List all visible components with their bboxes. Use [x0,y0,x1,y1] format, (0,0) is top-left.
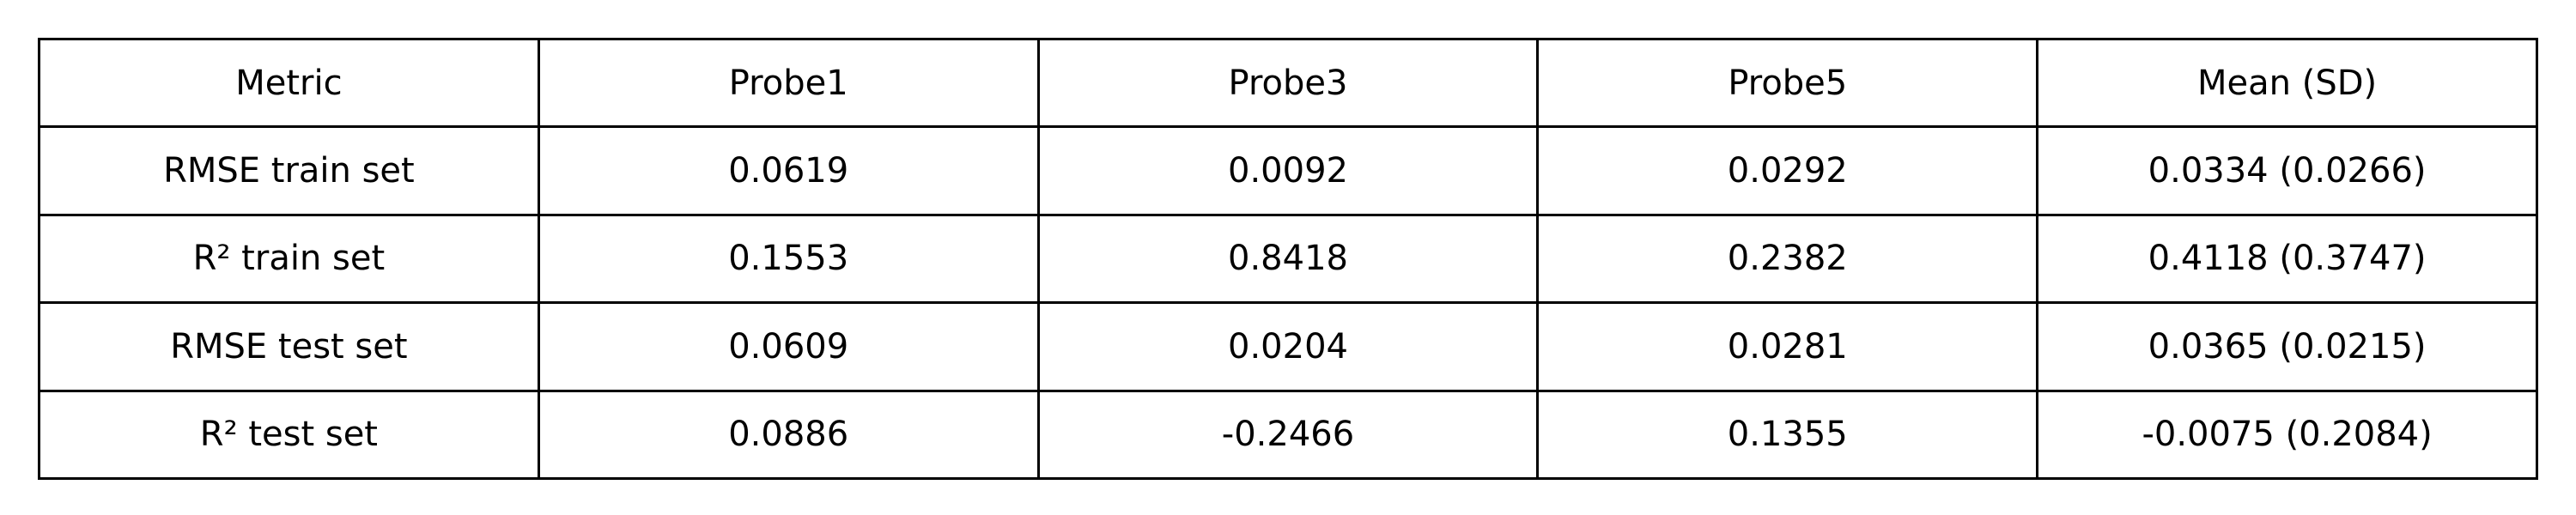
header-cell-mean-sd: Mean (SD) [2036,37,2538,129]
table-row: RMSE train set 0.0619 0.0092 0.0292 0.03… [38,125,2538,216]
value-cell: 0.0609 [537,301,1040,392]
value-cell: 0.0281 [1536,301,2039,392]
value-cell: 0.0886 [537,389,1040,480]
header-cell-probe5: Probe5 [1536,37,2039,129]
metrics-table: Metric Probe1 Probe3 Probe5 Mean (SD) RM… [38,37,2538,480]
value-cell: 0.0204 [1036,301,1540,392]
table-body: Metric Probe1 Probe3 Probe5 Mean (SD) RM… [38,37,2538,480]
row-label-cell: RMSE train set [38,125,540,216]
table-row: RMSE test set 0.0609 0.0204 0.0281 0.036… [38,301,2538,392]
value-cell: 0.1553 [537,213,1040,305]
value-cell: 0.2382 [1536,213,2039,305]
value-cell: -0.2466 [1036,389,1540,480]
header-cell-probe3: Probe3 [1036,37,1540,129]
row-label-cell: RMSE test set [38,301,540,392]
value-cell: 0.0619 [537,125,1040,216]
value-cell: 0.0334 (0.0266) [2036,125,2538,216]
value-cell: 0.0292 [1536,125,2039,216]
table-row: R² test set 0.0886 -0.2466 0.1355 -0.007… [38,389,2538,480]
header-cell-metric: Metric [38,37,540,129]
value-cell: 0.0365 (0.0215) [2036,301,2538,392]
metrics-table-container: Metric Probe1 Probe3 Probe5 Mean (SD) RM… [38,37,2538,480]
row-label-cell: R² test set [38,389,540,480]
value-cell: 0.0092 [1036,125,1540,216]
header-cell-probe1: Probe1 [537,37,1040,129]
value-cell: 0.4118 (0.3747) [2036,213,2538,305]
value-cell: 0.8418 [1036,213,1540,305]
row-label-cell: R² train set [38,213,540,305]
table-header-row: Metric Probe1 Probe3 Probe5 Mean (SD) [38,37,2538,129]
value-cell: -0.0075 (0.2084) [2036,389,2538,480]
table-row: R² train set 0.1553 0.8418 0.2382 0.4118… [38,213,2538,305]
value-cell: 0.1355 [1536,389,2039,480]
